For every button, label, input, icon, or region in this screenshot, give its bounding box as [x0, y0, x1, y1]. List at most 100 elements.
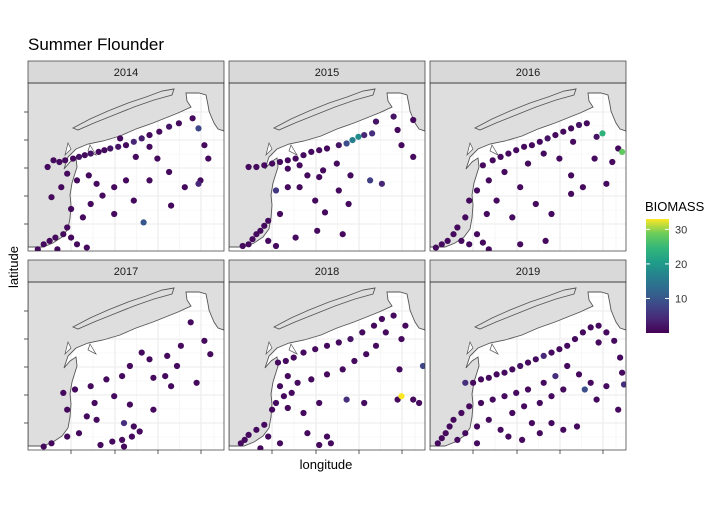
- survey-point: [372, 342, 380, 349]
- survey-point: [587, 379, 594, 386]
- survey-point: [372, 118, 380, 125]
- survey-point: [274, 359, 282, 366]
- survey-point: [276, 210, 284, 218]
- island-polygon: [71, 287, 175, 330]
- legend-tick-label: 10: [675, 293, 687, 305]
- legend-ticks: 10 20 30: [646, 224, 687, 305]
- survey-point: [132, 153, 139, 160]
- survey-point: [290, 354, 297, 361]
- survey-point: [164, 352, 171, 359]
- survey-point: [316, 399, 323, 407]
- survey-point: [479, 239, 486, 246]
- survey-point: [544, 135, 551, 142]
- survey-point: [501, 393, 508, 400]
- survey-point: [136, 428, 143, 435]
- facet-strip-label: 2017: [114, 266, 138, 278]
- survey-point: [320, 167, 327, 174]
- legend-colorbar: [646, 219, 669, 333]
- survey-point: [50, 157, 57, 164]
- survey-point: [367, 177, 374, 184]
- survey-point: [312, 346, 319, 353]
- survey-point: [593, 133, 600, 140]
- survey-point: [501, 168, 508, 176]
- survey-point: [83, 413, 90, 420]
- survey-point: [560, 386, 567, 393]
- survey-point: [284, 373, 291, 380]
- survey-point: [571, 336, 579, 343]
- survey-point: [70, 155, 77, 162]
- survey-point: [253, 163, 260, 171]
- survey-point: [347, 336, 354, 343]
- survey-point: [603, 383, 610, 390]
- survey-point: [265, 237, 272, 244]
- survey-point: [560, 128, 567, 135]
- survey-point: [68, 234, 75, 241]
- survey-point: [501, 369, 508, 376]
- survey-point: [548, 393, 555, 400]
- survey-point: [378, 315, 385, 323]
- island-polygon: [272, 287, 376, 330]
- survey-point: [75, 430, 83, 437]
- survey-point: [470, 379, 477, 386]
- survey-point: [454, 224, 461, 231]
- survey-point: [187, 319, 194, 326]
- survey-point: [195, 125, 202, 132]
- survey-point: [509, 214, 516, 221]
- survey-point: [509, 366, 516, 373]
- survey-point: [109, 438, 116, 445]
- x-axis-title: longitude: [300, 457, 353, 472]
- panel-2015: 2015: [228, 60, 426, 252]
- survey-point: [91, 399, 98, 407]
- survey-point: [308, 376, 315, 383]
- survey-point: [111, 184, 118, 191]
- survey-point: [253, 426, 260, 433]
- survey-point: [272, 187, 280, 194]
- survey-point: [351, 357, 358, 365]
- survey-point: [575, 121, 583, 129]
- legend-title: BIOMASS: [645, 199, 705, 214]
- survey-point: [570, 138, 577, 145]
- survey-point: [128, 433, 135, 440]
- survey-point: [119, 436, 126, 443]
- survey-point: [432, 244, 439, 251]
- survey-point: [201, 337, 208, 344]
- survey-point: [99, 192, 106, 199]
- survey-point: [370, 322, 378, 329]
- survey-point: [579, 184, 586, 191]
- survey-point: [150, 406, 157, 413]
- survey-point: [146, 177, 153, 184]
- survey-point: [122, 177, 130, 184]
- survey-point: [524, 359, 532, 366]
- survey-point: [97, 441, 104, 449]
- survey-point: [548, 210, 555, 218]
- survey-point: [323, 342, 331, 349]
- legend-tick-label: 20: [675, 259, 687, 271]
- survey-point: [517, 362, 524, 370]
- survey-point: [513, 147, 520, 154]
- survey-point: [390, 312, 397, 319]
- survey-point: [442, 430, 449, 437]
- survey-point: [156, 128, 163, 135]
- survey-point: [349, 137, 356, 144]
- survey-point: [599, 130, 606, 137]
- survey-point: [355, 133, 362, 140]
- panel-2019: 2019: [429, 259, 627, 454]
- panel-2014: 2014: [24, 60, 225, 252]
- survey-point: [207, 351, 214, 358]
- survey-point: [79, 214, 86, 221]
- survey-point: [48, 194, 55, 201]
- survey-point: [617, 354, 624, 361]
- survey-point: [454, 436, 461, 443]
- survey-point: [253, 231, 260, 238]
- survey-point: [505, 433, 512, 440]
- survey-point: [300, 409, 307, 417]
- survey-point: [284, 165, 291, 172]
- survey-point: [111, 210, 118, 218]
- survey-point: [438, 241, 445, 248]
- survey-point: [595, 339, 602, 346]
- survey-point: [343, 140, 350, 147]
- survey-point: [477, 376, 485, 383]
- survey-point: [394, 126, 401, 134]
- survey-point: [130, 138, 137, 145]
- survey-point: [519, 436, 526, 443]
